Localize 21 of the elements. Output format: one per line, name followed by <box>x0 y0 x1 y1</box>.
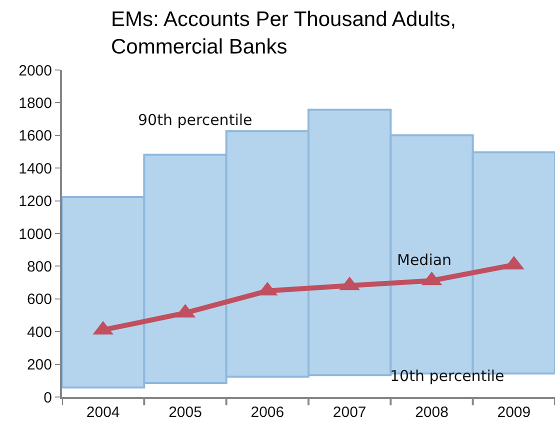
x-tick-label: 2004 <box>86 404 120 421</box>
y-tick-label: 2000 <box>18 62 52 80</box>
chart-title: EMs: Accounts Per Thousand Adults, Commercial Banks <box>111 8 456 58</box>
x-tick-label: 2005 <box>168 404 202 421</box>
x-tick-label: 2006 <box>250 404 284 421</box>
x-tick-label: 2008 <box>415 404 448 421</box>
y-tick-label: 1400 <box>18 160 52 178</box>
annotation: 10th percentile <box>390 367 504 385</box>
x-tick-label: 2009 <box>497 404 531 421</box>
y-tick-label: 1200 <box>18 193 52 210</box>
y-tick-label: 800 <box>26 258 52 276</box>
y-tick-label: 400 <box>26 324 52 341</box>
y-tick-label: 0 <box>44 389 52 406</box>
annotation: 90th percentile <box>138 111 252 129</box>
x-tick-label: 2007 <box>332 404 366 421</box>
annotation: Median <box>397 251 452 269</box>
y-tick-label: 1800 <box>18 94 52 112</box>
y-tick-label: 1600 <box>18 128 52 145</box>
y-tick-label: 200 <box>26 356 52 374</box>
y-tick-label: 1000 <box>18 226 52 243</box>
y-tick-label: 600 <box>26 291 52 308</box>
